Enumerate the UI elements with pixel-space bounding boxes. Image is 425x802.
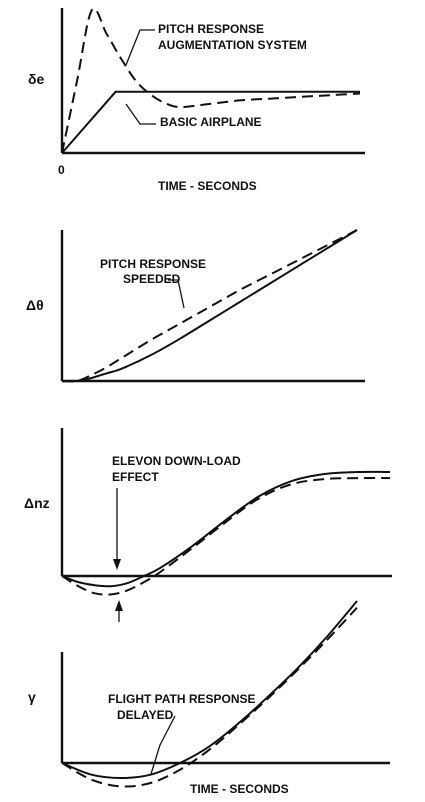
series-augmented — [61, 477, 391, 596]
y-axis-label: γ — [28, 689, 36, 705]
annotation-line-1: PITCH RESPONSE — [100, 257, 206, 271]
panel-normal-load: Δnz ELEVON DOWN-LOAD EFFECT — [24, 428, 392, 622]
y-axis-label: Δnz — [24, 495, 50, 511]
y-axis-label: δe — [28, 71, 44, 87]
x-axis-label: TIME - SECONDS — [158, 179, 257, 193]
annotation-line-2: SPEEDED — [123, 272, 181, 286]
series-basic — [61, 470, 391, 588]
x-axis-label: TIME - SECONDS — [190, 782, 289, 796]
annotation-leader — [125, 103, 156, 125]
annotation-leader — [150, 715, 176, 775]
panel-flight-path: γ FLIGHT PATH RESPONSE DELAYED TIME - SE… — [28, 600, 390, 796]
annotation-leader — [168, 279, 185, 309]
annotation-line-1: ELEVON DOWN-LOAD — [112, 454, 241, 468]
series-augmented — [61, 229, 358, 383]
arrow-head-icon — [115, 600, 123, 611]
arrow-head-icon — [113, 559, 121, 570]
annotation-leader — [125, 29, 155, 66]
annotation-basic-airplane: BASIC AIRPLANE — [160, 115, 262, 129]
annotation-line-2: EFFECT — [112, 470, 159, 484]
series-pitch-augmentation — [61, 7, 361, 154]
panel-pitch-attitude: Δθ PITCH RESPONSE SPEEDED — [26, 229, 365, 383]
series-basic-airplane — [61, 90, 360, 154]
panel-elevator: δe 0 TIME - SECONDS PITCH RESPONSE AUGME… — [28, 7, 365, 193]
annotation-line-1: FLIGHT PATH RESPONSE — [108, 692, 256, 706]
annotation-line-1: PITCH RESPONSE — [158, 22, 264, 36]
series-basic — [61, 229, 358, 383]
annotation-line-2: AUGMENTATION SYSTEM — [158, 38, 307, 52]
series-augmented — [61, 607, 358, 788]
annotation-line-2: DELAYED — [117, 708, 174, 722]
y-axis-label: Δθ — [26, 297, 44, 313]
x-tick-label: 0 — [58, 163, 65, 177]
series-basic — [61, 600, 358, 780]
